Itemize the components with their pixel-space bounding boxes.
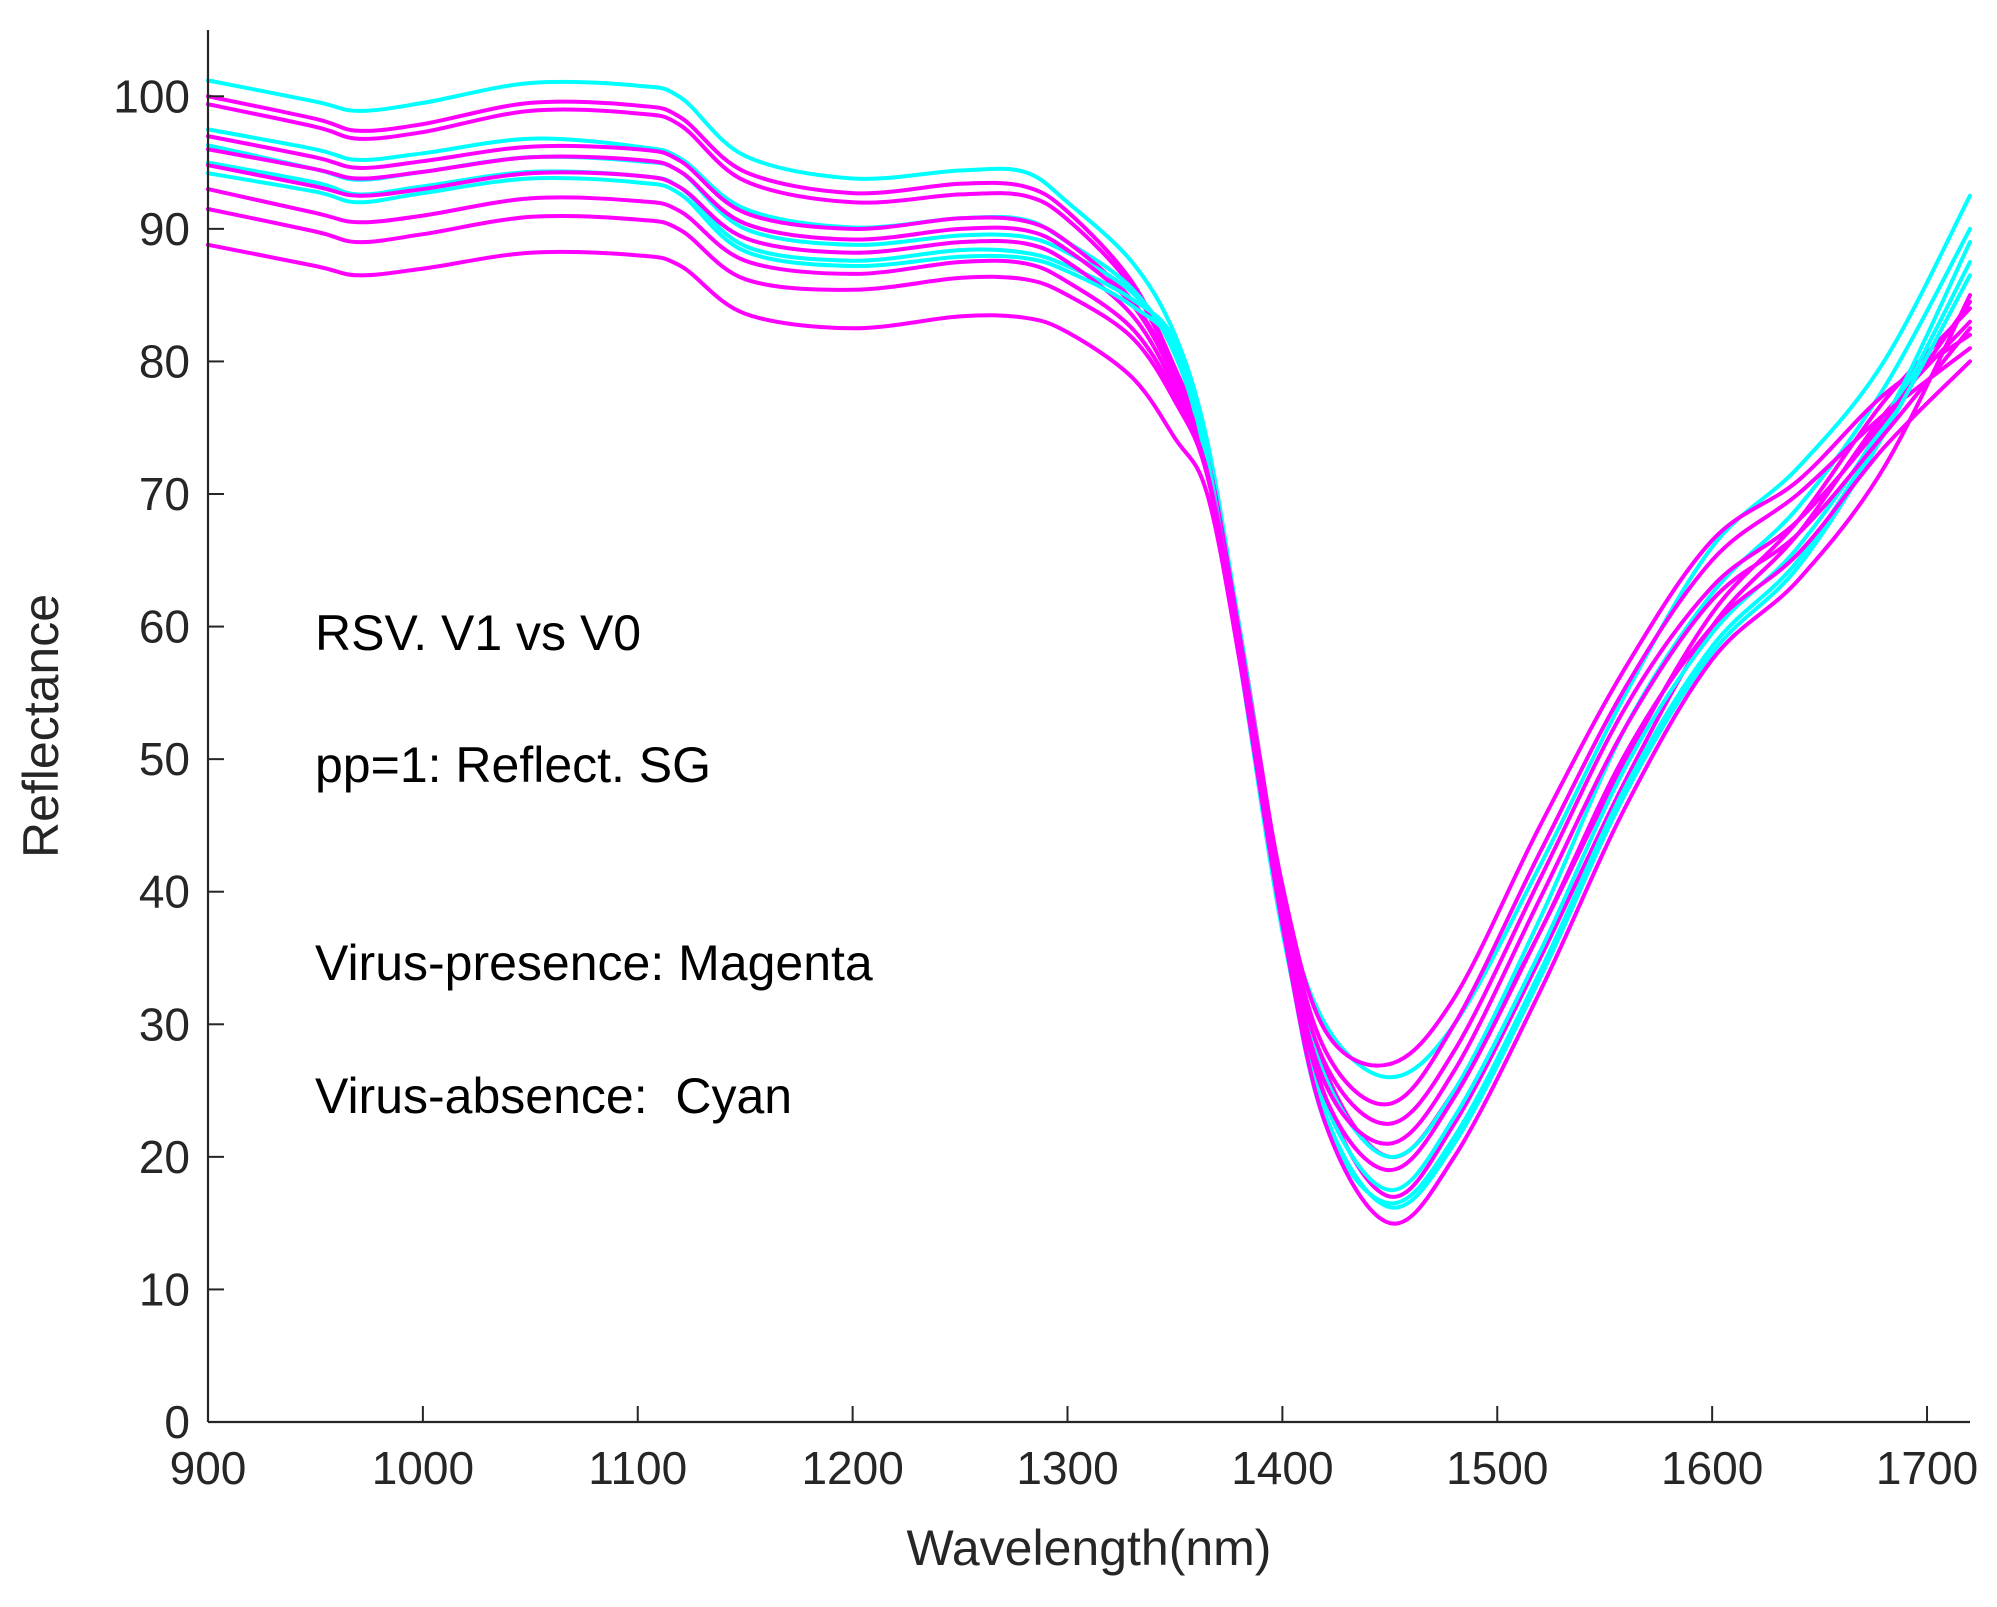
annotation-virus-absence: Virus-absence: Cyan [315,1068,792,1124]
y-tick-label-80: 80 [139,335,190,387]
y-tick-label-60: 60 [139,601,190,653]
y-tick-label-40: 40 [139,866,190,918]
series-line-virus-presence-12 [206,207,1972,1173]
y-axis-title: Reflectance [13,594,69,858]
axes-layer [206,30,1970,1424]
y-ticks: 0 10 20 30 40 50 60 70 80 90 100 [113,70,224,1448]
x-tick-label-1100: 1100 [588,1442,687,1494]
y-tick-label-0: 0 [164,1396,190,1448]
y-tick-label-90: 90 [139,203,190,255]
annotation-preprocessing: pp=1: Reflect. SG [315,737,711,793]
x-axis-title: Wavelength(nm) [907,1520,1272,1576]
x-tick-label-1600: 1600 [1661,1442,1763,1494]
x-tick-label-1000: 1000 [372,1442,474,1494]
series-layer [206,78,1972,1226]
annotation-dataset: RSV. V1 vs V0 [315,605,641,661]
x-tick-label-1300: 1300 [1016,1442,1118,1494]
y-tick-label-20: 20 [139,1131,190,1183]
x-tick-label-900: 900 [170,1442,247,1494]
annotation-virus-presence: Virus-presence: Magenta [315,935,873,991]
y-tick-label-50: 50 [139,733,190,785]
x-tick-label-1400: 1400 [1231,1442,1333,1494]
x-tick-label-1500: 1500 [1446,1442,1548,1494]
series-line-virus-presence-13 [206,242,1972,1226]
y-tick-label-70: 70 [139,468,190,520]
y-tick-label-30: 30 [139,998,190,1050]
x-tick-label-1700: 1700 [1876,1442,1978,1494]
y-tick-label-10: 10 [139,1263,190,1315]
x-tick-label-1200: 1200 [801,1442,903,1494]
x-ticks: 900 1000 1100 1200 1300 1400 1500 1600 1700 [170,1406,1978,1494]
y-tick-label-100: 100 [113,70,190,122]
